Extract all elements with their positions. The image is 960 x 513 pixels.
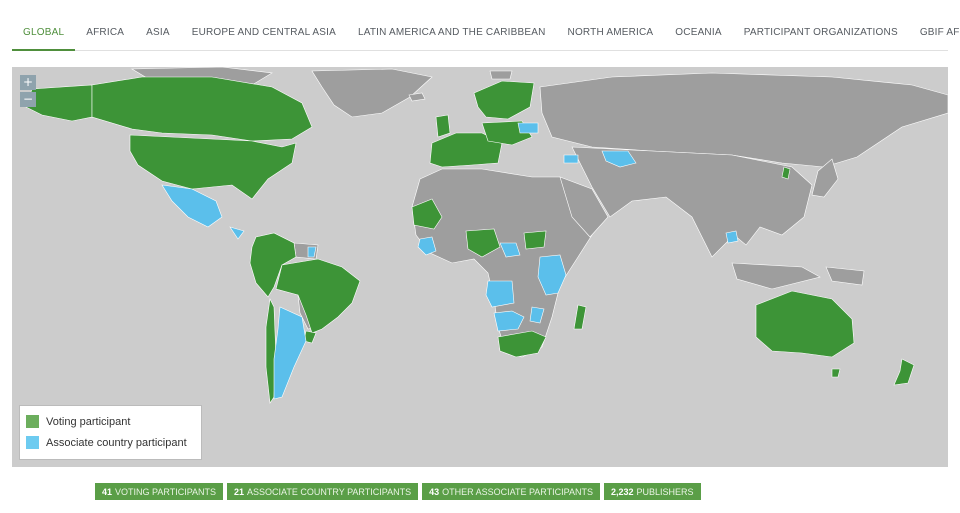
publishers-count: 2,232 <box>610 486 634 497</box>
other-stat-label: OTHER ASSOCIATE PARTICIPANTS <box>442 486 593 497</box>
legend-voting-label: Voting participant <box>46 415 131 428</box>
associate-swatch <box>26 436 39 449</box>
publishers-badge[interactable]: 2,232 PUBLISHERS <box>603 483 701 500</box>
region-tabs: GLOBAL AFRICA ASIA EUROPE AND CENTRAL AS… <box>12 14 960 51</box>
voting-swatch <box>26 415 39 428</box>
associate-participants-badge[interactable]: 21 ASSOCIATE COUNTRY PARTICIPANTS <box>227 483 419 500</box>
participant-stats: 41 VOTING PARTICIPANTS 21 ASSOCIATE COUN… <box>95 483 701 500</box>
zoom-in-button[interactable]: + <box>20 75 36 90</box>
voting-participant-regions <box>25 76 915 404</box>
tab-participant-organizations[interactable]: PARTICIPANT ORGANIZATIONS <box>743 26 898 38</box>
tab-north-america[interactable]: NORTH AMERICA <box>567 26 654 38</box>
zoom-controls: + − <box>20 75 36 107</box>
legend-associate-label: Associate country participant <box>46 436 187 449</box>
world-map[interactable]: + − Voting participant Associate country… <box>12 67 948 467</box>
associate-participant-regions <box>161 122 739 400</box>
publishers-stat-label: PUBLISHERS <box>636 486 694 497</box>
map-legend: Voting participant Associate country par… <box>19 405 202 460</box>
tab-europe-central-asia[interactable]: EUROPE AND CENTRAL ASIA <box>191 26 336 38</box>
land-other <box>130 67 948 358</box>
other-associate-participants-badge[interactable]: 43 OTHER ASSOCIATE PARTICIPANTS <box>422 483 600 500</box>
legend-associate: Associate country participant <box>26 432 195 453</box>
associate-stat-label: ASSOCIATE COUNTRY PARTICIPANTS <box>247 486 412 497</box>
voting-count: 41 <box>102 486 113 497</box>
tab-oceania[interactable]: OCEANIA <box>675 26 722 38</box>
world-map-canvas <box>25 67 948 404</box>
voting-participants-badge[interactable]: 41 VOTING PARTICIPANTS <box>95 483 224 500</box>
legend-voting: Voting participant <box>26 411 195 432</box>
tab-gbif-affiliates[interactable]: GBIF AFFILIATES <box>919 26 960 38</box>
tab-global[interactable]: GLOBAL <box>12 14 76 51</box>
tab-latin-america-caribbean[interactable]: LATIN AMERICA AND THE CARIBBEAN <box>357 26 546 38</box>
voting-stat-label: VOTING PARTICIPANTS <box>115 486 217 497</box>
associate-count: 21 <box>234 486 245 497</box>
other-count: 43 <box>429 486 440 497</box>
zoom-out-button[interactable]: − <box>20 92 36 107</box>
tab-africa[interactable]: AFRICA <box>86 26 125 38</box>
tab-asia[interactable]: ASIA <box>146 26 170 38</box>
